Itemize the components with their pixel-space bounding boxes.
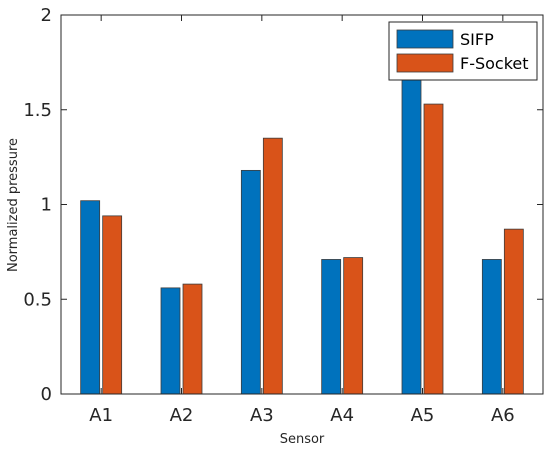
bar-sifp-a2	[160, 287, 181, 395]
x-tick-label: A2	[170, 405, 194, 426]
bar-sifp-a4	[321, 259, 342, 395]
y-tick-label: 2	[41, 5, 52, 26]
bar-f-socket-a6	[503, 228, 524, 395]
legend-label: SIFP	[460, 30, 494, 49]
y-tick-label: 1.5	[23, 100, 52, 121]
bars-layer	[80, 52, 524, 395]
bar-sifp-a3	[240, 169, 261, 395]
x-tick-label: A1	[89, 405, 113, 426]
x-tick-label: A3	[250, 405, 274, 426]
legend-label: F-Socket	[460, 54, 529, 73]
y-axis-label: Normalized pressure	[6, 138, 21, 272]
x-tick-label: A6	[491, 405, 515, 426]
x-axis-label: Sensor	[280, 432, 325, 447]
bar-f-socket-a4	[343, 257, 364, 395]
y-tick-label: 0.5	[23, 289, 52, 310]
x-tick-label: A5	[411, 405, 435, 426]
ticks-layer: 0 0.5 1 1.5 2 A1 A2 A3 A4 A5 A6	[23, 5, 543, 426]
bar-sifp-a6	[481, 259, 502, 395]
y-tick-label: 0	[41, 384, 52, 405]
bar-sifp-a1	[80, 200, 101, 395]
bar-f-socket-a3	[262, 137, 283, 395]
bar-sifp-a5	[401, 52, 422, 395]
bar-f-socket-a5	[423, 103, 444, 395]
bar-f-socket-a1	[102, 215, 123, 395]
legend-swatch	[396, 29, 454, 49]
bar-f-socket-a2	[182, 283, 203, 395]
y-tick-label: 1	[41, 195, 52, 216]
legend: SIFP F-Socket	[388, 21, 538, 81]
legend-swatch	[396, 53, 454, 73]
x-tick-label: A4	[330, 405, 354, 426]
